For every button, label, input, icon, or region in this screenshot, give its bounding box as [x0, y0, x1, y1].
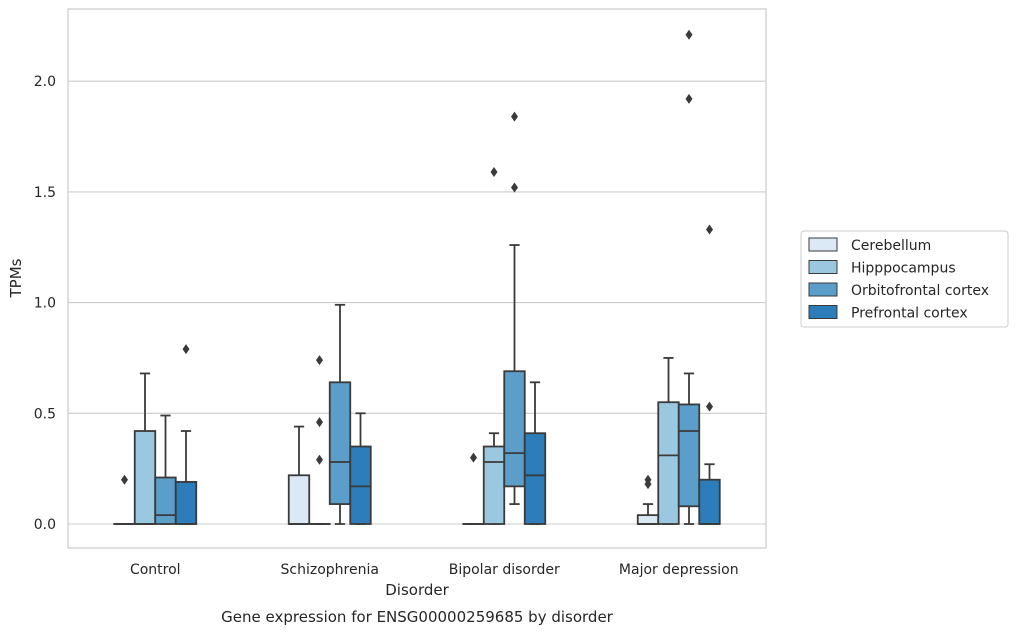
box-body — [328, 381, 352, 505]
x-axis-label: Disorder — [385, 581, 449, 599]
legend: Cerebellum Hipppocampus Orbitofrontal cort… — [800, 230, 1009, 328]
x-tick-label: Schizophrenia — [281, 562, 379, 578]
x-tick-label: Control — [130, 562, 181, 578]
box-group — [657, 357, 680, 525]
legend-label: Orbitofrontal cortex — [851, 283, 989, 299]
legend-frame — [800, 230, 1009, 328]
box-group — [133, 372, 157, 525]
box-body — [482, 445, 506, 525]
legend-label: Prefrontal cortex — [851, 306, 968, 322]
chart-title: Gene expression for ENSG00000259685 by d… — [221, 608, 614, 626]
legend-label: Hipppocampus — [851, 261, 956, 277]
legend-label: Cerebellum — [851, 238, 931, 254]
x-tick-label: Major depression — [619, 562, 739, 578]
box-body — [636, 514, 660, 525]
box-body — [523, 432, 547, 525]
outlier-point — [706, 401, 713, 412]
box-body — [677, 403, 701, 508]
outlier-point — [685, 29, 693, 40]
outlier-point — [470, 452, 477, 463]
legend-swatch — [808, 282, 838, 297]
box-group — [154, 414, 177, 525]
y-axis-label: TPMs — [7, 258, 25, 298]
outlier-point — [316, 355, 323, 366]
box-body — [657, 401, 680, 525]
box-group — [462, 452, 485, 525]
outlier-point — [511, 111, 518, 122]
outlier-point — [490, 166, 498, 177]
box-body — [349, 445, 372, 525]
plot-area — [67, 8, 767, 549]
y-tick-label: 1.5 — [34, 185, 56, 201]
box-body — [154, 476, 177, 525]
box-group — [308, 355, 331, 525]
box-body — [133, 430, 157, 525]
y-tick-label: 0.0 — [34, 517, 56, 533]
box-group — [113, 474, 136, 525]
box-body — [287, 474, 311, 525]
outlier-point — [644, 474, 652, 485]
outlier-point — [121, 474, 128, 485]
y-tick-label: 1.0 — [34, 296, 56, 312]
box-group — [328, 303, 352, 525]
boxes-group — [113, 29, 721, 525]
y-tick-label: 0.5 — [34, 406, 56, 422]
legend-swatch — [808, 305, 838, 319]
outlier-point — [685, 93, 693, 104]
outlier-point — [706, 224, 713, 235]
box-group — [636, 474, 660, 525]
legend-swatch — [808, 237, 838, 252]
box-group — [174, 344, 198, 525]
legend-swatch — [808, 260, 838, 274]
box-body — [698, 478, 721, 525]
box-body — [174, 481, 198, 525]
y-tick-label: 2.0 — [34, 74, 56, 90]
box-group — [523, 381, 547, 525]
box-group — [349, 412, 372, 525]
x-axis-ticks: Control Schizophrenia Bipolar disorder Majo… — [130, 562, 739, 578]
box-body — [503, 370, 526, 488]
outlier-point — [316, 417, 323, 428]
y-axis-ticks: 0.0 0.5 1.0 1.5 2.0 — [34, 74, 56, 533]
box-group — [503, 111, 526, 505]
box-group — [698, 224, 721, 525]
outlier-point — [182, 344, 190, 355]
box-group — [677, 29, 701, 525]
x-tick-label: Bipolar disorder — [449, 562, 560, 578]
outlier-point — [511, 182, 518, 193]
outlier-point — [316, 454, 323, 465]
box-group — [287, 425, 311, 525]
